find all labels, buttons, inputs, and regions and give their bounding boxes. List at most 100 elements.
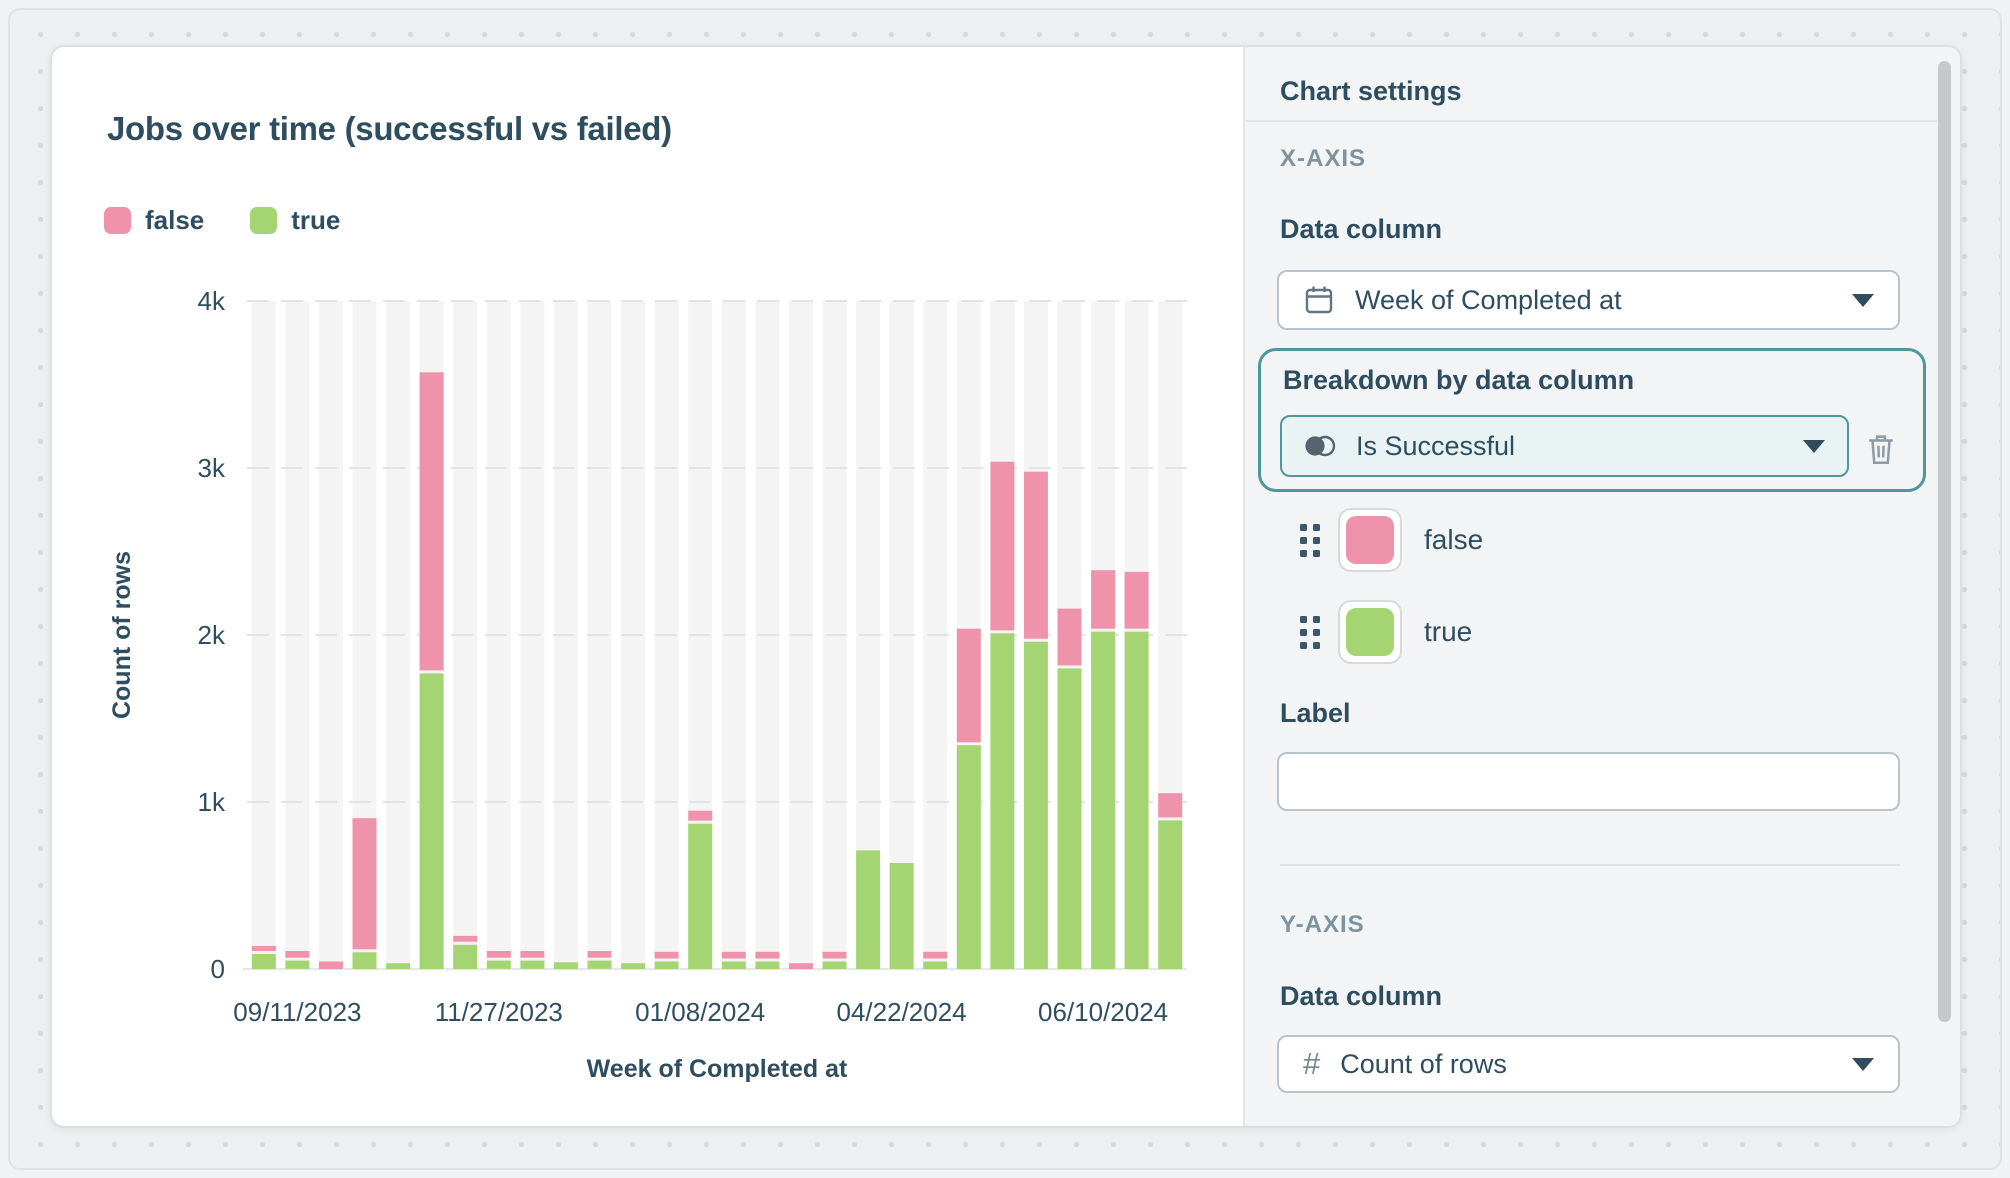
bar-segment-true[interactable] [688,823,713,969]
bar-segment-false[interactable] [453,935,478,942]
bar-segment-false[interactable] [1057,608,1082,666]
series-row-true: true [1298,600,1472,664]
legend-item-true: true [250,205,340,236]
bar-segment-false[interactable] [923,951,948,959]
bar-segment-true[interactable] [352,952,377,969]
series-label-true: true [1424,616,1473,647]
legend-label-false: false [145,205,205,235]
bar-segment-false[interactable] [1124,571,1149,629]
bar-segment-true[interactable] [1057,668,1082,969]
bar-segment-false[interactable] [956,628,981,743]
x-axis-title: Week of Completed at [587,1055,848,1083]
bar-segment-true[interactable] [755,961,780,970]
bar-segment-false[interactable] [990,461,1015,631]
bar-segment-true[interactable] [386,963,411,969]
bar-segment-false[interactable] [587,951,612,958]
bar-segment-true[interactable] [486,960,511,969]
section-x-axis: X-AXIS [1280,145,1367,172]
bar-segment-true[interactable] [822,961,847,970]
label-field-label: Label [1280,698,1351,728]
bar-segment-true[interactable] [1091,631,1116,969]
bar-segment-false[interactable] [788,963,813,969]
panel-title: Chart settings [1280,76,1462,106]
y-data-column-value: Count of rows [1340,1048,1507,1079]
bar-segment-false[interactable] [486,951,511,958]
bar-segment-true[interactable] [721,961,746,970]
x-data-column-value: Week of Completed at [1355,284,1622,315]
legend-swatch-false [104,207,131,234]
trash-icon [1869,434,1893,464]
bar-segment-true[interactable] [553,962,578,969]
hash-icon: # [1303,1046,1321,1081]
bar-segment-false[interactable] [654,951,679,959]
bar-segment-true[interactable] [923,961,948,970]
chart-builder-card: Jobs over time (successful vs failed) fa… [50,45,1962,1128]
section-divider [1280,864,1900,866]
legend-swatch-true [250,207,278,234]
bar-segment-false[interactable] [251,946,276,951]
x-tick-label: 01/08/2024 [635,997,765,1027]
drag-handle-icon[interactable] [1298,520,1322,560]
breakdown-dropdown[interactable]: Is Successful [1280,415,1849,477]
y-tick-label: 0 [211,954,225,984]
remove-breakdown-button[interactable] [1863,431,1899,469]
breakdown-value: Is Successful [1356,430,1516,461]
x-tick-label: 06/10/2024 [1038,997,1168,1027]
bar-segment-true[interactable] [990,633,1015,969]
bar-segment-false[interactable] [318,961,343,970]
x-tick-label: 09/11/2023 [233,997,361,1027]
series-swatch-false [1346,516,1394,564]
bar-segment-true[interactable] [1158,820,1183,969]
bar-segment-false[interactable] [520,951,545,958]
y-axis-title: Count of rows [108,551,136,719]
chevron-down-icon [1852,1057,1874,1071]
x-data-column-label: Data column [1280,214,1443,244]
bar-segment-true[interactable] [856,850,881,969]
bar-segment-false[interactable] [285,951,310,958]
y-data-column-label: Data column [1280,981,1443,1011]
bar-segment-false[interactable] [755,951,780,959]
chart-plot: 0 1k 2k 3k 4k 09/11/2023 11/27/2023 01/08/2024 0… [108,286,1187,1083]
x-tick-label: 04/22/2024 [837,997,967,1027]
bar-segment-false[interactable] [721,951,746,959]
bar-segment-false[interactable] [1158,793,1183,818]
drag-handle-icon[interactable] [1298,612,1322,652]
bar-segment-true[interactable] [621,963,646,969]
bar-segment-false[interactable] [822,951,847,959]
series-color-button-false[interactable] [1338,508,1402,572]
panel-scrollbar[interactable] [1938,61,1951,1022]
bar-segment-true[interactable] [419,673,444,969]
x-data-column-dropdown[interactable]: Week of Completed at [1277,270,1900,330]
x-axis-label-input[interactable] [1277,752,1900,811]
bar-segment-true[interactable] [956,745,981,969]
bar-segment-false[interactable] [1091,570,1116,629]
bar-segment-false[interactable] [352,818,377,950]
legend-item-false: false [104,205,204,236]
y-data-column-dropdown[interactable]: # Count of rows [1277,1035,1900,1093]
y-tick-label: 4k [198,286,226,316]
bar-segment-true[interactable] [285,960,310,969]
y-tick-label: 1k [198,787,226,817]
legend-label-true: true [291,205,341,235]
bar-segment-true[interactable] [251,954,276,969]
series-color-button-true[interactable] [1338,600,1402,664]
y-tick-label: 2k [198,620,226,650]
bar-segment-true[interactable] [1023,641,1048,969]
y-tick-label: 3k [198,453,226,483]
series-label-false: false [1424,524,1484,555]
bar-segment-false[interactable] [1023,471,1048,639]
section-y-axis: Y-AXIS [1280,911,1365,938]
chart-settings-panel: Chart settings X-AXIS Data column Week o… [1243,47,1960,1126]
bar-segment-false[interactable] [419,372,444,671]
bar-segment-false[interactable] [688,810,713,821]
chevron-down-icon [1803,439,1825,453]
bar-segment-true[interactable] [889,863,914,969]
boolean-icon [1305,435,1336,457]
bar-segment-true[interactable] [453,944,478,969]
x-tick-label: 11/27/2023 [435,997,563,1027]
bar-segment-true[interactable] [587,960,612,969]
bar-segment-true[interactable] [520,960,545,969]
bar-segment-true[interactable] [1124,631,1149,969]
breakdown-label: Breakdown by data column [1283,365,1635,395]
bar-segment-true[interactable] [654,961,679,970]
